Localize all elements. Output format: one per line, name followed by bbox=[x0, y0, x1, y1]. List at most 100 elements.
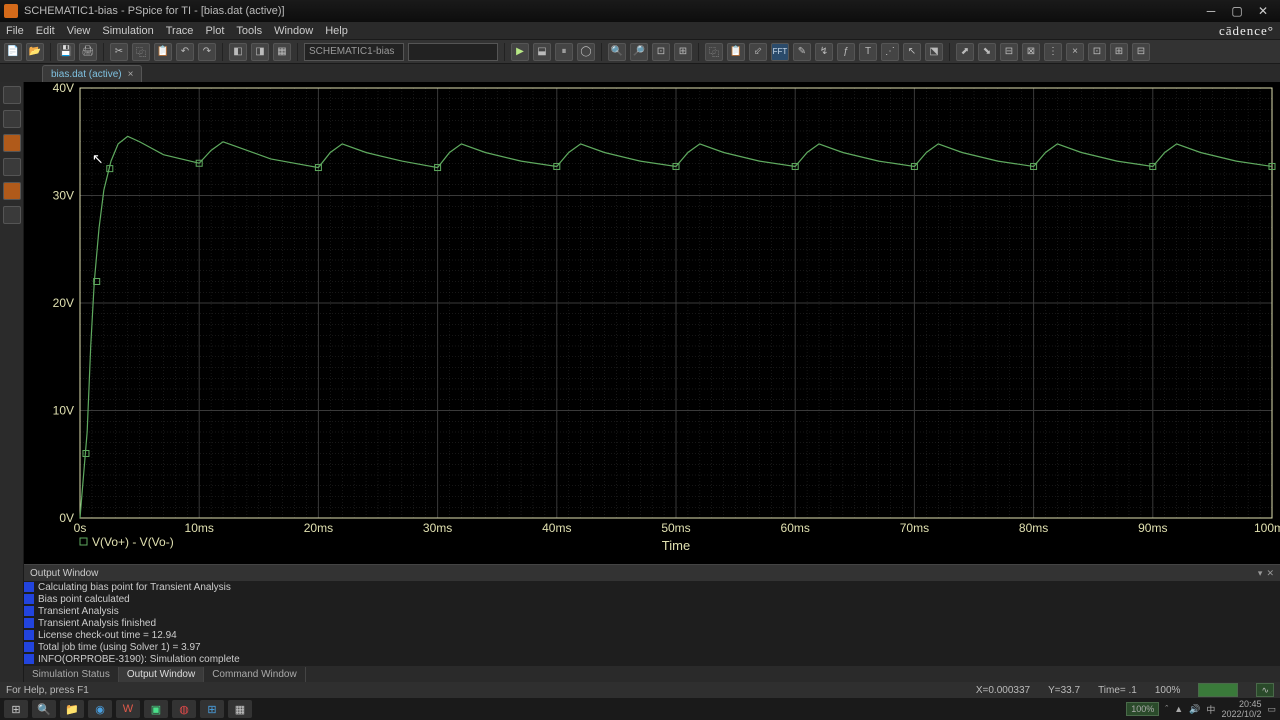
zoom-fit-button[interactable]: ⊞ bbox=[674, 43, 692, 61]
menu-file[interactable]: File bbox=[6, 25, 24, 37]
doc-tab[interactable]: bias.dat (active) × bbox=[42, 65, 142, 82]
app-button-1[interactable]: W bbox=[116, 700, 140, 718]
tool-g[interactable]: ⊠ bbox=[1022, 43, 1040, 61]
print-button[interactable]: 🖨 bbox=[79, 43, 97, 61]
app-button-4[interactable]: ⊞ bbox=[200, 700, 224, 718]
fft-button[interactable]: FFT bbox=[771, 43, 789, 61]
main: 0V10V20V30V40V0s10ms20ms30ms40ms50ms60ms… bbox=[0, 82, 1280, 682]
copy-plot-button[interactable]: ⿻ bbox=[705, 43, 723, 61]
cut-button[interactable]: ✂ bbox=[110, 43, 128, 61]
text-button[interactable]: T bbox=[859, 43, 877, 61]
tool-d[interactable]: ⬈ bbox=[956, 43, 974, 61]
run-button[interactable]: ▶ bbox=[511, 43, 529, 61]
redo-button[interactable]: ↷ bbox=[198, 43, 216, 61]
new-button[interactable]: 📄 bbox=[4, 43, 22, 61]
svg-text:10ms: 10ms bbox=[185, 521, 214, 535]
svg-text:20ms: 20ms bbox=[304, 521, 333, 535]
tool-l[interactable]: ⊟ bbox=[1132, 43, 1150, 61]
explorer-button[interactable]: 📁 bbox=[60, 700, 84, 718]
save-sim-button[interactable]: ⬓ bbox=[533, 43, 551, 61]
schematic-drop[interactable]: SCHEMATIC1-bias bbox=[304, 43, 404, 61]
zoom-in-button[interactable]: 🔍 bbox=[608, 43, 626, 61]
copy-button[interactable]: ⿻ bbox=[132, 43, 150, 61]
tool-e[interactable]: ⬊ bbox=[978, 43, 996, 61]
menu-help[interactable]: Help bbox=[325, 25, 348, 37]
output-line: License check-out time = 12.94 bbox=[24, 629, 1280, 641]
output-line: Total job time (using Solver 1) = 3.97 bbox=[24, 641, 1280, 653]
probe-button[interactable]: ✎ bbox=[793, 43, 811, 61]
waveform-chart[interactable]: 0V10V20V30V40V0s10ms20ms30ms40ms50ms60ms… bbox=[24, 82, 1280, 564]
left-toolbar bbox=[0, 82, 24, 682]
menu-view[interactable]: View bbox=[67, 25, 91, 37]
tray-net-icon[interactable]: ▲ bbox=[1174, 704, 1183, 714]
paste-button[interactable]: 📋 bbox=[154, 43, 172, 61]
menu-edit[interactable]: Edit bbox=[36, 25, 55, 37]
menu-trace[interactable]: Trace bbox=[166, 25, 194, 37]
maximize-button[interactable]: ▢ bbox=[1224, 3, 1250, 19]
output-tab[interactable]: Output Window bbox=[119, 667, 204, 682]
tool-f[interactable]: ⊟ bbox=[1000, 43, 1018, 61]
pause-button[interactable]: ⏸ bbox=[555, 43, 573, 61]
system-tray[interactable]: 100% ˆ ▲ 🔊 中 20:45 2022/10/2 ▭ bbox=[1126, 699, 1276, 719]
zoom-area-button[interactable]: ⊡ bbox=[652, 43, 670, 61]
app-button-3[interactable]: ◍ bbox=[172, 700, 196, 718]
edge-button[interactable]: ◉ bbox=[88, 700, 112, 718]
menu-simulation[interactable]: Simulation bbox=[102, 25, 153, 37]
leftbar-btn-2[interactable] bbox=[3, 110, 21, 128]
leftbar-btn-5[interactable] bbox=[3, 182, 21, 200]
app-button-2[interactable]: ▣ bbox=[144, 700, 168, 718]
doc-tab-close[interactable]: × bbox=[128, 69, 134, 80]
svg-text:90ms: 90ms bbox=[1138, 521, 1167, 535]
leftbar-btn-4[interactable] bbox=[3, 158, 21, 176]
trace-button[interactable]: ↯ bbox=[815, 43, 833, 61]
open-button[interactable]: 📂 bbox=[26, 43, 44, 61]
tool-j[interactable]: ⊡ bbox=[1088, 43, 1106, 61]
start-button[interactable]: ⊞ bbox=[4, 700, 28, 718]
doc-tabstrip: bias.dat (active) × bbox=[0, 64, 1280, 82]
marker-b[interactable]: ⬔ bbox=[925, 43, 943, 61]
status-wave-icon: ∿ bbox=[1256, 683, 1274, 697]
output-line: Calculating bias point for Transient Ana… bbox=[24, 581, 1280, 593]
output-line: Bias point calculated bbox=[24, 593, 1280, 605]
tool-a[interactable]: ◧ bbox=[229, 43, 247, 61]
menu-plot[interactable]: Plot bbox=[205, 25, 224, 37]
leftbar-btn-1[interactable] bbox=[3, 86, 21, 104]
log-x-button[interactable]: ⬃ bbox=[749, 43, 767, 61]
tray-clock[interactable]: 20:45 2022/10/2 bbox=[1221, 699, 1261, 719]
profile-drop[interactable] bbox=[408, 43, 498, 61]
output-close-icon[interactable]: ✕ bbox=[1266, 568, 1274, 579]
tool-b[interactable]: ◨ bbox=[251, 43, 269, 61]
tray-vol-icon[interactable]: 🔊 bbox=[1189, 704, 1200, 715]
tray-notif-icon[interactable]: ▭ bbox=[1267, 704, 1276, 715]
menu-tools[interactable]: Tools bbox=[236, 25, 262, 37]
paste-plot-button[interactable]: 📋 bbox=[727, 43, 745, 61]
plot-area[interactable]: 0V10V20V30V40V0s10ms20ms30ms40ms50ms60ms… bbox=[24, 82, 1280, 564]
output-tab[interactable]: Command Window bbox=[204, 667, 305, 682]
output-line: INFO(ORPROBE-3190): Simulation complete bbox=[24, 653, 1280, 665]
undo-button[interactable]: ↶ bbox=[176, 43, 194, 61]
tool-h[interactable]: ⋮ bbox=[1044, 43, 1062, 61]
output-tab[interactable]: Simulation Status bbox=[24, 667, 119, 682]
stop-button[interactable]: ◯ bbox=[577, 43, 595, 61]
eval-button[interactable]: ƒ bbox=[837, 43, 855, 61]
zoom-out-button[interactable]: 🔎 bbox=[630, 43, 648, 61]
menubar: File Edit View Simulation Trace Plot Too… bbox=[0, 22, 1280, 40]
marker-a[interactable]: ⋰ bbox=[881, 43, 899, 61]
leftbar-btn-3[interactable] bbox=[3, 134, 21, 152]
cursor-button[interactable]: ↖ bbox=[903, 43, 921, 61]
leftbar-btn-6[interactable] bbox=[3, 206, 21, 224]
tool-i[interactable]: × bbox=[1066, 43, 1084, 61]
search-button[interactable]: 🔍 bbox=[32, 700, 56, 718]
close-button[interactable]: ✕ bbox=[1250, 3, 1276, 19]
minimize-button[interactable]: ─ bbox=[1198, 3, 1224, 19]
menu-window[interactable]: Window bbox=[274, 25, 313, 37]
tool-k[interactable]: ⊞ bbox=[1110, 43, 1128, 61]
save-button[interactable]: 💾 bbox=[57, 43, 75, 61]
pspice-button[interactable]: ▦ bbox=[228, 700, 252, 718]
svg-text:70ms: 70ms bbox=[900, 521, 929, 535]
tray-ime-icon[interactable]: 中 bbox=[1206, 703, 1215, 716]
output-pin-icon[interactable]: ▾ bbox=[1258, 568, 1263, 579]
tray-chevron-icon[interactable]: ˆ bbox=[1165, 704, 1168, 714]
svg-text:30ms: 30ms bbox=[423, 521, 452, 535]
tool-c[interactable]: ▦ bbox=[273, 43, 291, 61]
